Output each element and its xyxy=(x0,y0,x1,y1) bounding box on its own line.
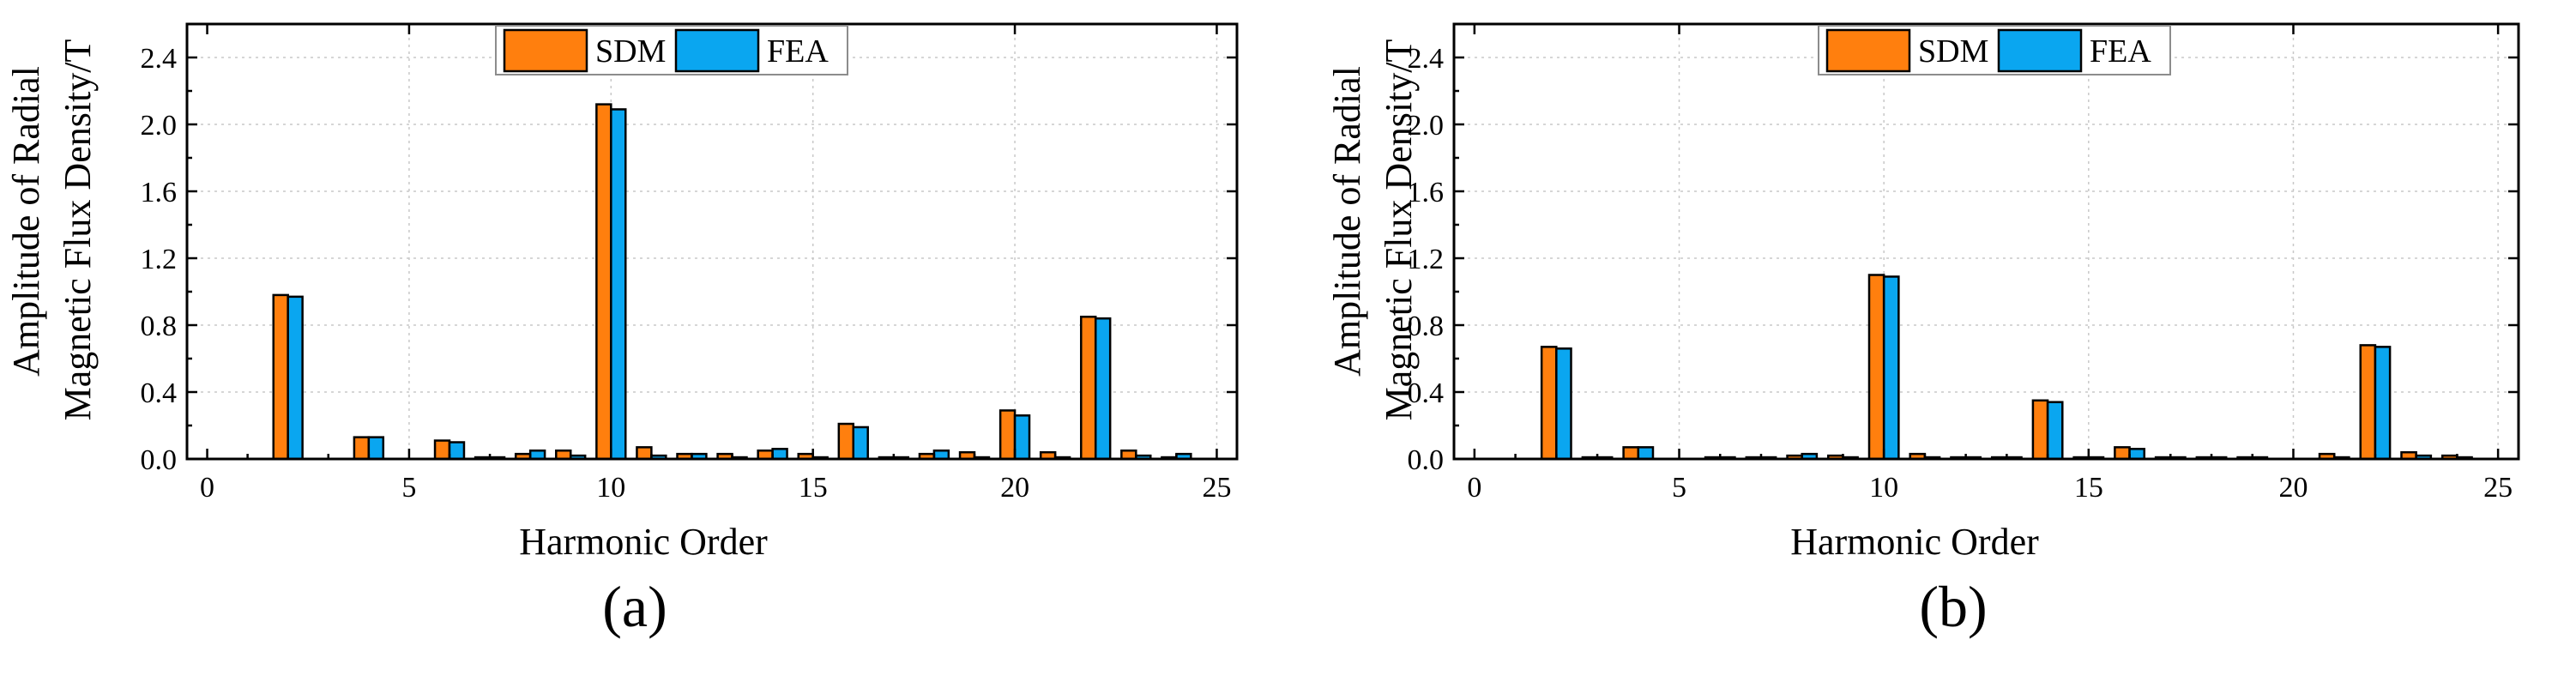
legend: SDM FEA xyxy=(1818,25,2171,75)
legend-swatch-fea xyxy=(1997,28,2083,73)
bar-sdm-h14 xyxy=(2031,399,2049,461)
x-tick-label: 20 xyxy=(1000,472,1029,504)
bar-fea-h4 xyxy=(367,436,385,461)
bar-fea-h16 xyxy=(852,426,869,461)
y-axis-title-line1: Amplitude of Radial xyxy=(5,66,47,377)
y-tick-label: 2.4 xyxy=(141,43,178,75)
y-axis-title-line2: Magnetic Flux Density/T xyxy=(1378,39,1420,420)
bar-fea-h22 xyxy=(1094,317,1112,461)
panel-caption-a: (a) xyxy=(602,574,667,639)
bar-sdm-h20 xyxy=(998,409,1017,461)
bar-sdm-h22 xyxy=(1080,316,1097,461)
bar-fea-h10 xyxy=(1882,275,1900,461)
bar-fea-h2 xyxy=(287,295,304,461)
x-axis-title: Harmonic Order xyxy=(519,521,768,563)
legend-label-fea: FEA xyxy=(2090,33,2151,69)
y-tick-label: 1.2 xyxy=(1408,244,1445,275)
y-tick-label: 0.4 xyxy=(141,377,178,409)
legend-label-sdm: SDM xyxy=(1918,33,1988,69)
x-tick-label: 15 xyxy=(2074,472,2103,504)
bar-sdm-h10 xyxy=(1867,274,1885,461)
plot-frame xyxy=(1452,22,2520,461)
x-tick-label: 20 xyxy=(2278,472,2308,504)
x-tick-label: 0 xyxy=(200,472,214,504)
x-tick-label: 5 xyxy=(401,472,416,504)
x-tick-label: 0 xyxy=(1467,472,1481,504)
y-tick-label: 0.8 xyxy=(141,311,178,342)
x-tick-label: 15 xyxy=(799,472,828,504)
y-tick-label: 0.4 xyxy=(1408,377,1445,409)
bar-sdm-h22 xyxy=(2359,344,2377,461)
bar-fea-h22 xyxy=(2374,346,2392,461)
bar-fea-h20 xyxy=(1013,414,1031,461)
bar-sdm-h6 xyxy=(433,439,451,461)
chart-panel-a: 0 5 10 15 20 25 0.0 0.4 0.8 1.2 1.6 2.0 2.4 Amplitud… xyxy=(5,22,1239,563)
bar-fea-h14 xyxy=(771,448,788,461)
bar-sdm-h4 xyxy=(1622,446,1640,461)
y-tick-label: 0.8 xyxy=(1408,311,1445,342)
y-tick-label: 2.4 xyxy=(1408,43,1445,75)
legend-swatch-fea xyxy=(674,28,760,73)
legend: SDM FEA xyxy=(495,25,848,75)
x-tick-label: 25 xyxy=(1202,472,1231,504)
legend-label-sdm: SDM xyxy=(595,33,666,69)
bar-sdm-h4 xyxy=(353,436,371,461)
legend-label-fea: FEA xyxy=(767,33,829,69)
bar-sdm-h16 xyxy=(2114,446,2131,461)
bar-sdm-h11 xyxy=(636,446,653,461)
x-axis-title: Harmonic Order xyxy=(1790,521,2039,563)
y-tick-label: 0.0 xyxy=(141,444,178,476)
bar-sdm-h16 xyxy=(837,422,855,461)
panel-caption-b: (b) xyxy=(1919,574,1988,639)
bar-fea-h16 xyxy=(2128,448,2145,461)
bar-sdm-h10 xyxy=(595,103,612,461)
legend-swatch-sdm xyxy=(503,28,588,73)
y-tick-label: 1.2 xyxy=(141,244,178,275)
bar-sdm-h2 xyxy=(1540,346,1558,461)
y-tick-label: 1.6 xyxy=(1408,177,1445,208)
legend-swatch-sdm xyxy=(1825,28,1911,73)
chart-panel-b: 0 5 10 15 20 25 0.0 0.4 0.8 1.2 1.6 2.0 2.4 Amplitud… xyxy=(1326,22,2520,563)
y-tick-label: 2.0 xyxy=(1408,110,1445,142)
y-tick-label: 2.0 xyxy=(141,110,178,142)
y-tick-label: 0.0 xyxy=(1408,444,1445,476)
x-tick-label: 5 xyxy=(1672,472,1686,504)
y-tick-label: 1.6 xyxy=(141,177,178,208)
x-tick-label: 25 xyxy=(2483,472,2513,504)
bar-fea-h4 xyxy=(1637,446,1655,461)
y-axis-title-line2: Magnetic Flux Density/T xyxy=(57,39,99,420)
x-tick-label: 10 xyxy=(1869,472,1898,504)
bar-fea-h14 xyxy=(2046,401,2064,461)
y-axis-title-line1: Amplitude of Radial xyxy=(1326,66,1368,377)
bar-fea-h6 xyxy=(448,441,466,461)
bar-fea-h2 xyxy=(1555,347,1572,461)
bar-fea-h10 xyxy=(610,108,627,461)
plot-frame xyxy=(185,22,1239,461)
x-tick-label: 10 xyxy=(596,472,625,504)
bar-sdm-h2 xyxy=(272,293,289,461)
